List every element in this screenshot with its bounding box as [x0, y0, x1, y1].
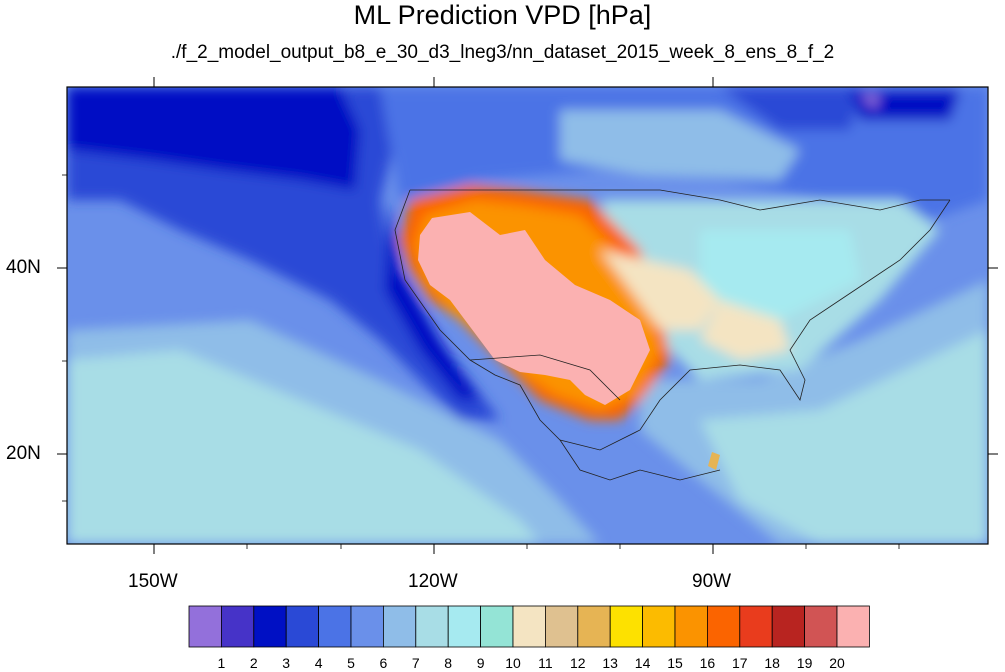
colorbar-swatch — [415, 605, 449, 648]
colorbar-swatch — [545, 605, 579, 648]
colorbar-label: 2 — [249, 655, 258, 671]
high-vpd-core — [418, 212, 650, 405]
colorbar-label: 14 — [634, 655, 651, 671]
colorbar-swatch — [447, 605, 482, 648]
colorbar-swatch — [836, 605, 870, 648]
lat-tick-label-20N: 20N — [6, 443, 41, 464]
colorbar-label: 13 — [602, 655, 618, 671]
axis-ticks — [57, 77, 998, 554]
colorbar-swatch — [642, 605, 676, 648]
colorbar-swatch — [382, 605, 417, 648]
colorbar-label: 5 — [347, 655, 355, 671]
colorbar-swatch — [804, 605, 838, 648]
colorbar-label: 18 — [764, 655, 780, 671]
colorbar-label: 10 — [505, 655, 521, 671]
colorbar-swatch — [674, 605, 708, 648]
colorbar — [188, 605, 870, 648]
colorbar-label: 12 — [570, 655, 586, 671]
map-title: ML Prediction VPD [hPa] — [353, 0, 652, 30]
lon-tick-label-150W: 150W — [128, 571, 178, 592]
colorbar-label: 20 — [829, 655, 845, 671]
colorbar-label: 19 — [796, 655, 813, 671]
colorbar-label: 7 — [411, 655, 420, 671]
colorbar-swatch — [285, 605, 320, 648]
colorbar-swatch — [188, 605, 222, 648]
colorbar-swatch — [739, 605, 773, 648]
colorbar-label: 4 — [314, 655, 323, 671]
colorbar-swatch — [707, 605, 741, 648]
colorbar-swatch — [318, 605, 352, 648]
lon-tick-label-120W: 120W — [408, 571, 458, 592]
colorbar-label: 9 — [476, 655, 485, 671]
colorbar-label: 1 — [217, 655, 226, 671]
colorbar-swatch — [220, 605, 255, 648]
colorbar-label: 6 — [379, 655, 388, 671]
colorbar-swatch — [609, 605, 644, 648]
colorbar-swatch — [253, 605, 287, 648]
colorbar-label: 8 — [444, 655, 453, 671]
colorbar-swatch — [512, 605, 546, 648]
lat-tick-label-40N: 40N — [6, 257, 41, 278]
map-subtitle: ./f_2_model_output_b8_e_30_d3_lneg3/nn_d… — [170, 42, 835, 63]
coastlines — [394, 189, 951, 481]
map-frame — [66, 86, 989, 545]
colorbar-label: 15 — [667, 655, 683, 671]
colorbar-label: 17 — [732, 655, 748, 671]
lon-tick-label-90W: 90W — [692, 571, 732, 592]
colorbar-swatch — [577, 605, 611, 648]
map-field — [67, 87, 988, 544]
colorbar-swatch — [480, 605, 514, 648]
colorbar-label: 16 — [699, 655, 716, 671]
colorbar-swatch — [350, 605, 384, 648]
colorbar-label: 11 — [538, 655, 553, 671]
colorbar-label: 3 — [282, 655, 291, 671]
colorbar-swatch — [771, 605, 806, 648]
